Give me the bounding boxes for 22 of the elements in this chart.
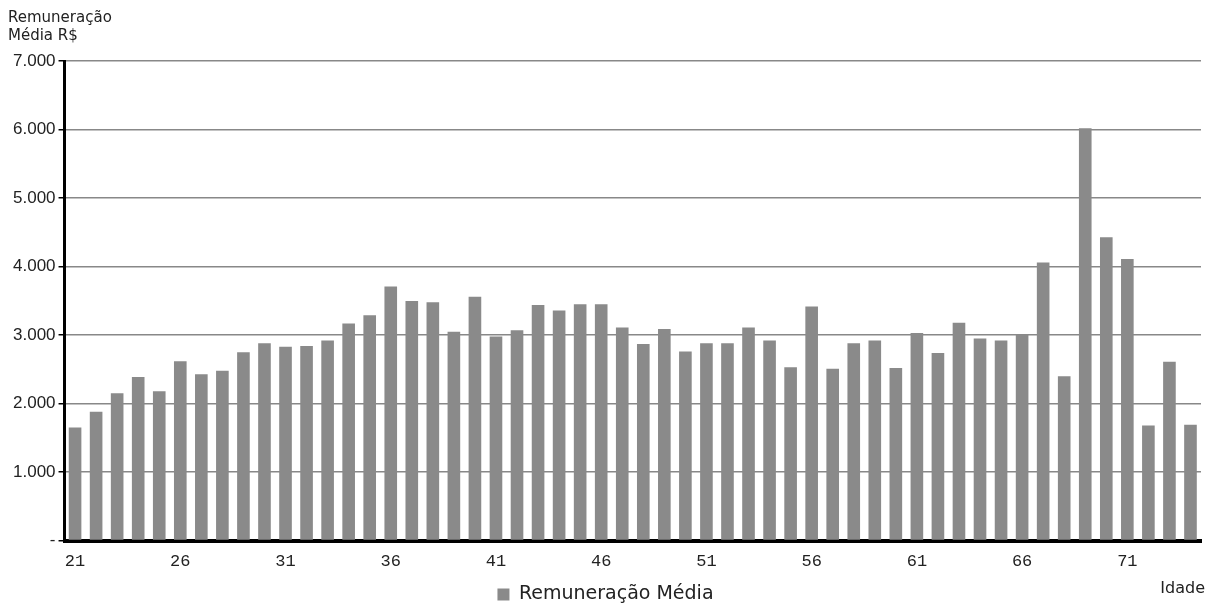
y-tick-label: 5.000: [12, 187, 56, 207]
x-tick-label: 71: [1117, 552, 1138, 572]
legend-label: Remuneração Média: [518, 581, 714, 604]
y-tick-label: 7.000: [12, 50, 56, 70]
y-tick-label: 2.000: [12, 393, 56, 413]
x-tick-label: 51: [696, 552, 717, 572]
x-tick-label: 21: [64, 552, 86, 572]
x-tick-label: 31: [275, 552, 296, 572]
x-tick-label: 56: [801, 552, 822, 572]
y-tick-label: -: [49, 530, 56, 550]
x-tick-label: 66: [1011, 552, 1033, 572]
y-tick-label: 3.000: [12, 324, 56, 344]
y-tick-label: 1.000: [12, 461, 56, 481]
x-tick-label: 26: [170, 552, 191, 572]
y-tick-label: 4.000: [12, 256, 56, 276]
y-axis-title: Remuneração Média R$: [8, 8, 113, 44]
x-axis-title: Idade: [1160, 578, 1205, 597]
x-tick-label: 41: [485, 552, 507, 572]
x-tick-label: 61: [906, 552, 928, 572]
x-tick-label: 46: [591, 552, 612, 572]
y-tick-label: 6.000: [12, 119, 56, 139]
x-tick-label: 36: [380, 552, 401, 572]
